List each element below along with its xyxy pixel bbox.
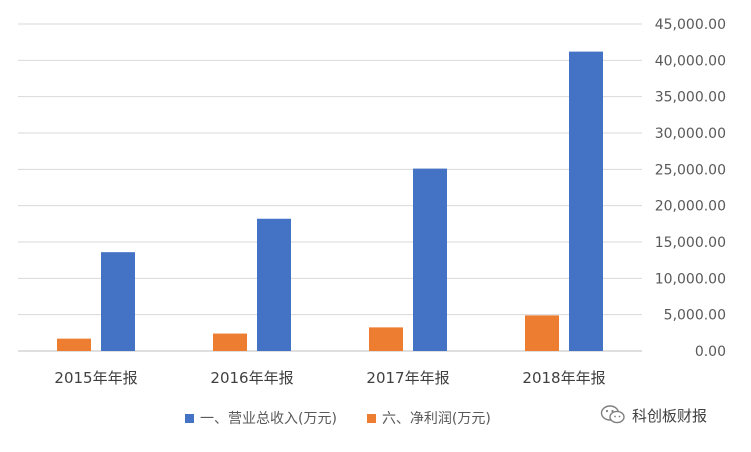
bar: [413, 168, 447, 351]
bar: [213, 333, 247, 351]
watermark-text: 科创板财报: [632, 406, 708, 425]
x-tick-label: 2016年年报: [210, 369, 293, 387]
y-tick-label: 15,000.00: [655, 235, 726, 251]
y-tick-label: 30,000.00: [655, 126, 726, 142]
legend-label: 六、净利润(万元): [381, 411, 491, 427]
y-tick-label: 25,000.00: [655, 162, 726, 178]
y-tick-label: 10,000.00: [655, 271, 726, 287]
chart-legend: 一、营业总收入(万元) 六、净利润(万元): [185, 408, 521, 428]
bar: [569, 51, 603, 351]
watermark: 科创板财报: [600, 404, 707, 426]
legend-item: 六、净利润(万元): [366, 408, 491, 428]
y-tick-label: 40,000.00: [655, 53, 726, 69]
x-tick-label: 2018年年报: [522, 369, 605, 387]
legend-item: 一、营业总收入(万元): [185, 408, 337, 428]
y-tick-label: 45,000.00: [655, 17, 726, 33]
wechat-icon: [600, 405, 625, 424]
y-tick-label: 0.00: [695, 344, 726, 360]
y-tick-label: 35,000.00: [655, 90, 726, 106]
bar: [57, 338, 91, 351]
legend-swatch: [366, 413, 376, 423]
legend-swatch: [185, 413, 194, 423]
bar: [369, 327, 403, 351]
bar: [101, 252, 135, 351]
x-tick-label: 2017年年报: [366, 369, 449, 387]
x-tick-label: 2015年年报: [54, 369, 137, 387]
y-tick-label: 5,000.00: [664, 308, 726, 324]
bar: [525, 315, 559, 351]
bar: [257, 218, 291, 351]
y-tick-label: 20,000.00: [655, 199, 726, 215]
legend-label: 一、营业总收入(万元): [200, 411, 337, 427]
